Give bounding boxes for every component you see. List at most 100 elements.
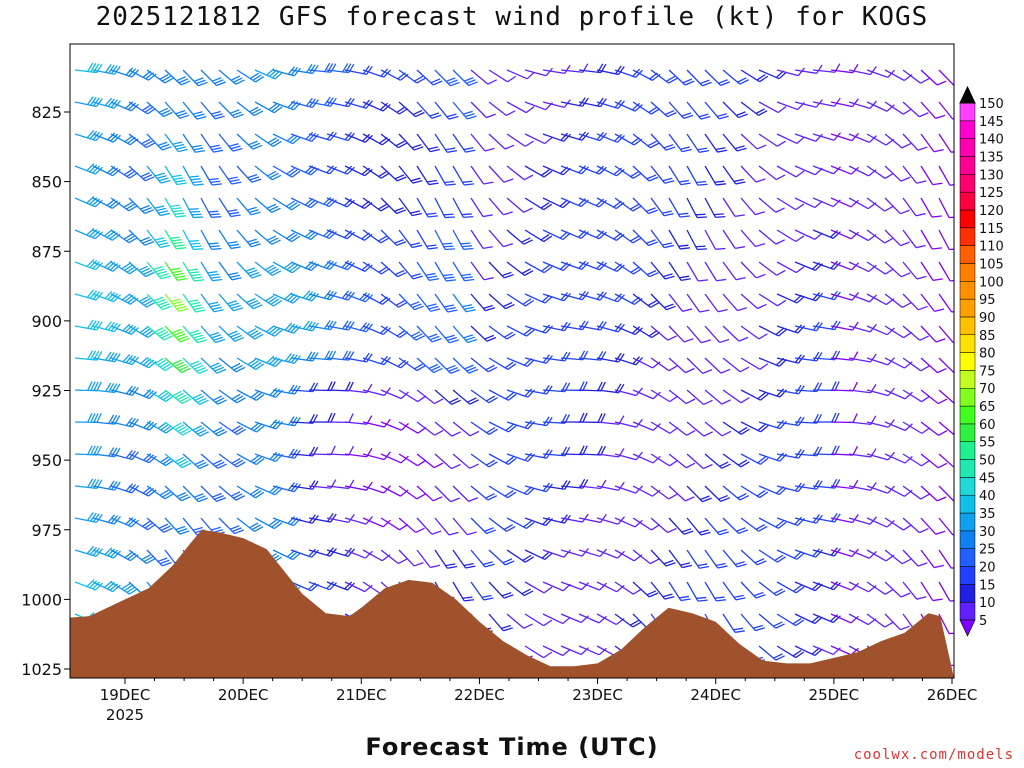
wind-barb xyxy=(740,325,768,340)
wind-barb xyxy=(326,260,355,271)
wind-barb xyxy=(560,97,589,107)
wind-barb xyxy=(542,549,571,558)
wind-barb xyxy=(758,197,785,213)
chart-title: 2025121812 GFS forecast wind profile (kt… xyxy=(95,2,929,32)
wind-barb xyxy=(596,352,625,363)
wind-barb xyxy=(128,420,157,431)
colorbar-label: 75 xyxy=(979,364,996,379)
wind-barb xyxy=(776,229,805,243)
wind-barb xyxy=(704,581,727,602)
credit-link[interactable]: coolwx.com/models xyxy=(853,747,1014,763)
wind-barb xyxy=(164,101,190,119)
wind-barb xyxy=(524,229,553,243)
wind-barb xyxy=(164,325,190,343)
wind-barb xyxy=(470,261,494,281)
wind-barb xyxy=(128,229,155,246)
wind-barb xyxy=(362,451,391,461)
wind-barb xyxy=(866,387,895,397)
wind-barb xyxy=(272,549,301,561)
colorbar-segment xyxy=(959,174,976,193)
wind-barb xyxy=(452,229,474,250)
wind-barb xyxy=(92,197,121,209)
colorbar-segment xyxy=(959,120,976,139)
wind-barb xyxy=(938,69,954,87)
wind-barb xyxy=(380,389,409,400)
wind-barb xyxy=(344,165,373,177)
wind-barb xyxy=(776,384,805,395)
wind-barb xyxy=(470,549,495,568)
wind-barb xyxy=(758,261,786,276)
wind-barb xyxy=(614,101,643,112)
wind-barb xyxy=(938,101,954,120)
wind-barb xyxy=(650,389,679,403)
wind-barb xyxy=(704,101,729,120)
wind-barb xyxy=(182,69,208,87)
wind-barb xyxy=(452,485,479,502)
wind-barb xyxy=(776,581,805,594)
colorbar-segment xyxy=(959,387,976,407)
colorbar-segment xyxy=(959,227,976,246)
colorbar-label: 150 xyxy=(979,97,1004,112)
wind-barb xyxy=(830,514,859,524)
wind-barb xyxy=(470,517,497,535)
wind-barb xyxy=(326,320,355,331)
wind-barb xyxy=(326,513,355,524)
wind-barb xyxy=(164,453,192,469)
wind-barb xyxy=(452,69,479,87)
wind-barb xyxy=(182,485,208,503)
wind-barb xyxy=(542,229,571,241)
wind-barb xyxy=(146,133,172,151)
wind-barb xyxy=(578,165,607,175)
wind-barb xyxy=(434,357,461,375)
wind-barb xyxy=(434,325,459,344)
wind-barb xyxy=(578,613,607,624)
wind-barb xyxy=(128,101,157,115)
wind-barb xyxy=(488,357,517,370)
wind-barb xyxy=(920,293,945,313)
wind-barb xyxy=(866,101,895,112)
wind-barb xyxy=(218,69,245,85)
colorbar-label: 95 xyxy=(979,293,996,308)
wind-barb xyxy=(434,293,458,313)
colorbar-segment xyxy=(959,530,976,549)
wind-barb xyxy=(290,63,319,75)
wind-barb xyxy=(560,320,589,331)
wind-barb xyxy=(218,165,242,185)
wind-barb xyxy=(182,165,204,186)
wind-barb xyxy=(146,261,171,280)
wind-barb xyxy=(668,325,694,343)
wind-barb xyxy=(740,101,768,116)
wind-barb xyxy=(722,613,745,634)
wind-barb xyxy=(722,357,750,373)
colorbar-label: 60 xyxy=(979,418,996,433)
wind-barb xyxy=(218,293,243,312)
wind-barb xyxy=(326,97,355,108)
wind-barb xyxy=(272,448,301,459)
wind-barb xyxy=(254,419,283,430)
wind-barb xyxy=(650,421,679,434)
wind-barb xyxy=(740,389,769,401)
wind-barb xyxy=(650,261,675,280)
wind-barb xyxy=(398,357,426,372)
x-tick-label: 26DEC xyxy=(927,686,978,704)
wind-barb xyxy=(596,481,625,491)
colorbar-segment xyxy=(959,584,976,603)
wind-barb xyxy=(884,517,913,531)
wind-barb xyxy=(740,485,769,499)
wind-barb xyxy=(722,453,750,468)
wind-barb xyxy=(758,293,787,307)
colorbar-segment xyxy=(959,423,976,442)
wind-barb xyxy=(110,549,139,562)
wind-barb xyxy=(524,645,553,659)
wind-barb xyxy=(398,453,427,467)
wind-barb xyxy=(830,98,859,108)
wind-barb xyxy=(164,133,188,153)
wind-barb xyxy=(308,96,337,107)
wind-barb xyxy=(236,517,264,532)
wind-barb xyxy=(740,453,769,465)
wind-barb xyxy=(452,133,476,153)
wind-barb xyxy=(722,261,746,281)
colorbar-label: 5 xyxy=(979,614,987,629)
wind-barb xyxy=(704,389,731,405)
wind-barb xyxy=(200,421,228,437)
